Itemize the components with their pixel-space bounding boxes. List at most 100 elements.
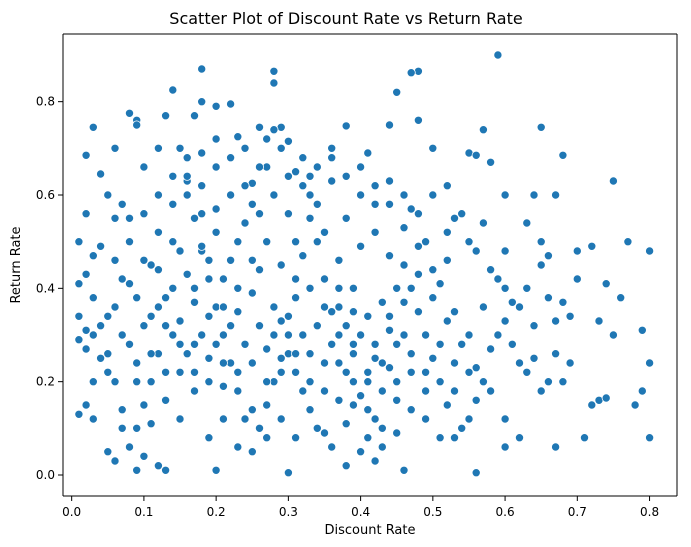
- data-point: [262, 400, 272, 410]
- data-point: [413, 241, 423, 251]
- data-point: [442, 227, 452, 237]
- data-point: [464, 414, 474, 424]
- data-point: [551, 349, 561, 359]
- data-point: [291, 293, 301, 303]
- data-point: [211, 204, 221, 214]
- data-point: [312, 321, 322, 331]
- data-point: [551, 316, 561, 326]
- data-point: [291, 167, 301, 177]
- data-point: [392, 395, 402, 405]
- data-point: [478, 302, 488, 312]
- data-point: [356, 391, 366, 401]
- x-tick-label: 0.1: [134, 505, 153, 519]
- data-point: [254, 265, 264, 275]
- data-point: [182, 171, 192, 181]
- data-point: [161, 395, 171, 405]
- data-point: [247, 405, 257, 415]
- data-point: [88, 377, 98, 387]
- data-point: [319, 302, 329, 312]
- data-point: [464, 330, 474, 340]
- data-point: [110, 377, 120, 387]
- data-point: [348, 283, 358, 293]
- data-point: [608, 176, 618, 186]
- data-point: [334, 255, 344, 265]
- data-point: [298, 153, 308, 163]
- data-point: [370, 339, 380, 349]
- data-point: [211, 339, 221, 349]
- data-point: [81, 269, 91, 279]
- data-point: [413, 269, 423, 279]
- data-point: [312, 162, 322, 172]
- data-point: [449, 433, 459, 443]
- data-point: [254, 209, 264, 219]
- data-point: [182, 190, 192, 200]
- data-point: [291, 433, 301, 443]
- data-point: [291, 274, 301, 284]
- data-point: [161, 321, 171, 331]
- data-point: [233, 237, 243, 247]
- data-point: [74, 311, 84, 321]
- data-point: [139, 400, 149, 410]
- data-point: [153, 265, 163, 275]
- data-point: [269, 66, 279, 76]
- data-point: [168, 85, 178, 95]
- data-point: [529, 321, 539, 331]
- data-point: [392, 428, 402, 438]
- data-point: [233, 283, 243, 293]
- data-point: [493, 330, 503, 340]
- data-point: [211, 465, 221, 475]
- data-point: [384, 311, 394, 321]
- data-point: [457, 209, 467, 219]
- data-point: [262, 344, 272, 354]
- data-point: [146, 377, 156, 387]
- data-point: [406, 367, 416, 377]
- data-point: [587, 241, 597, 251]
- data-point: [189, 339, 199, 349]
- data-point: [132, 120, 142, 130]
- data-point: [515, 358, 525, 368]
- x-tick-label: 0.8: [640, 505, 659, 519]
- data-point: [348, 339, 358, 349]
- data-point: [233, 367, 243, 377]
- data-point: [168, 330, 178, 340]
- data-point: [218, 381, 228, 391]
- data-point: [88, 414, 98, 424]
- data-point: [334, 358, 344, 368]
- data-point: [399, 223, 409, 233]
- data-point: [110, 213, 120, 223]
- y-tick-label: 0.0: [36, 468, 55, 482]
- data-point: [334, 302, 344, 312]
- data-point: [276, 353, 286, 363]
- data-point: [428, 143, 438, 153]
- data-point: [363, 367, 373, 377]
- data-point: [327, 442, 337, 452]
- data-point: [341, 461, 351, 471]
- data-point: [153, 461, 163, 471]
- data-point: [637, 386, 647, 396]
- x-tick-label: 0.2: [207, 505, 226, 519]
- data-point: [103, 349, 113, 359]
- data-point: [276, 143, 286, 153]
- data-point: [327, 153, 337, 163]
- data-point: [254, 122, 264, 132]
- data-point: [233, 442, 243, 452]
- data-point: [240, 339, 250, 349]
- data-point: [283, 209, 293, 219]
- data-point: [204, 353, 214, 363]
- data-point: [471, 363, 481, 373]
- data-point: [471, 468, 481, 478]
- data-point: [421, 237, 431, 247]
- points-layer: [74, 50, 655, 478]
- data-point: [377, 358, 387, 368]
- data-point: [370, 353, 380, 363]
- data-point: [384, 363, 394, 373]
- data-point: [168, 171, 178, 181]
- data-point: [175, 367, 185, 377]
- y-axis-label: Return Rate: [9, 226, 24, 303]
- data-point: [305, 283, 315, 293]
- data-point: [204, 255, 214, 265]
- data-point: [197, 64, 207, 74]
- data-point: [81, 344, 91, 354]
- data-point: [146, 260, 156, 270]
- data-point: [88, 293, 98, 303]
